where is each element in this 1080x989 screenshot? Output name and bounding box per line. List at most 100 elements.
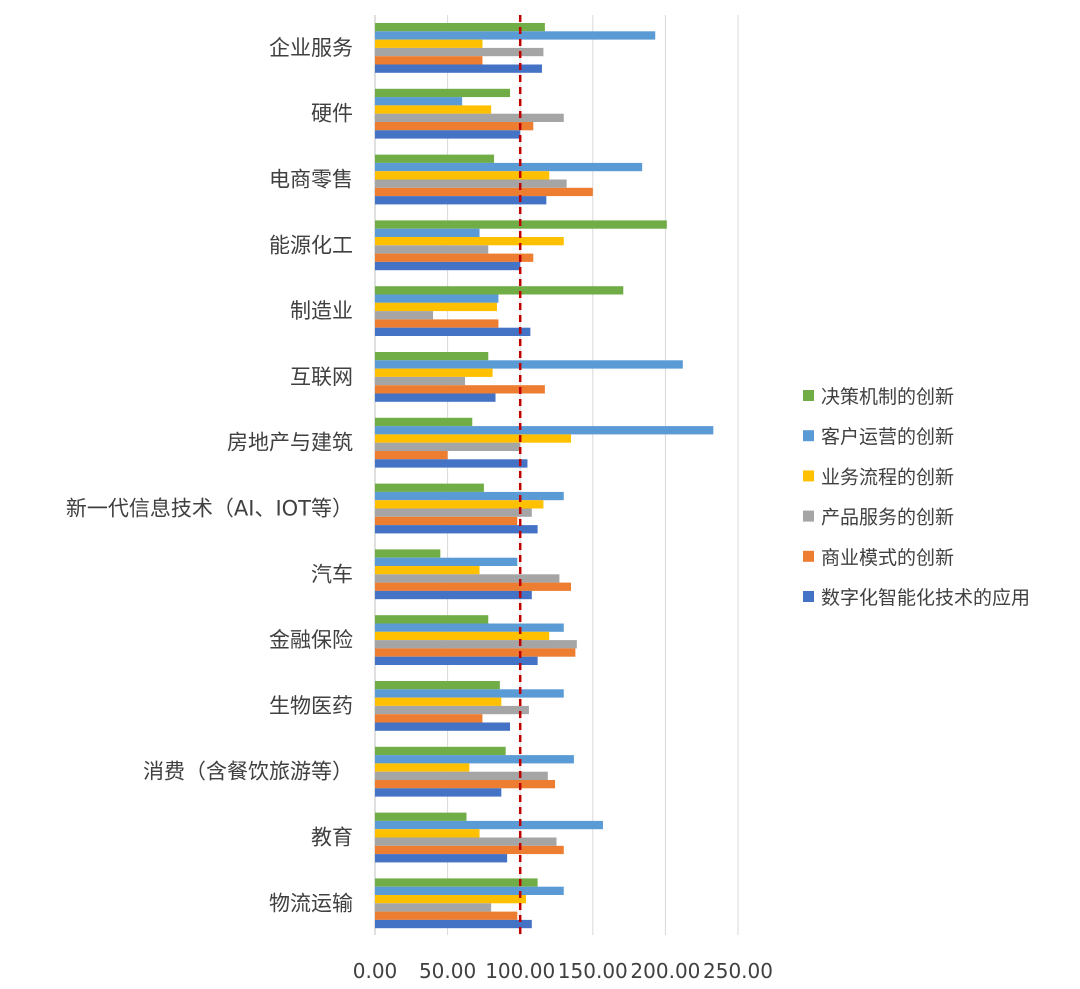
bar — [375, 631, 550, 641]
grid-lines — [374, 15, 739, 935]
x-tick-labels: 0.00 50.00 100.00 150.00 200.00 250.00 — [353, 959, 773, 983]
bar — [375, 130, 521, 139]
bar — [375, 549, 441, 558]
category-label: 房地产与建筑 — [227, 431, 353, 455]
bar — [375, 648, 576, 657]
bar — [375, 459, 528, 468]
bar — [375, 88, 511, 98]
bar — [375, 689, 564, 698]
bar — [375, 162, 643, 172]
bar — [375, 360, 683, 369]
category-label: 生物医药 — [269, 694, 353, 718]
x-tick-label: 100.00 — [485, 959, 555, 983]
legend-swatch — [803, 430, 814, 442]
bar — [375, 525, 538, 534]
bar — [375, 656, 538, 665]
category-label: 互联网 — [290, 365, 353, 389]
bar — [375, 788, 502, 797]
bar — [375, 763, 470, 772]
bar — [375, 122, 534, 131]
legend-entry: 产品服务的创新 — [821, 507, 954, 529]
x-tick-label: 0.00 — [353, 959, 398, 983]
bar — [375, 64, 542, 73]
x-tick-label: 50.00 — [419, 959, 476, 983]
bar — [375, 919, 532, 929]
bar — [375, 590, 532, 600]
bar — [375, 302, 497, 312]
bar — [375, 697, 502, 706]
bar — [375, 187, 593, 197]
bar — [375, 574, 560, 583]
bar — [375, 196, 547, 205]
bar — [375, 368, 493, 377]
bar — [375, 820, 603, 830]
bar — [375, 31, 656, 40]
bar — [375, 245, 489, 254]
bars — [375, 23, 714, 929]
category-label: 硬件 — [311, 102, 353, 126]
legend-entry: 商业模式的创新 — [821, 547, 954, 569]
bar — [375, 179, 567, 188]
bar — [375, 491, 564, 501]
legend-swatch — [803, 510, 814, 522]
bar — [375, 812, 467, 821]
bar — [375, 385, 545, 394]
category-label: 新一代信息技术（AI、IOT等） — [66, 497, 353, 521]
bar — [375, 895, 527, 904]
legend-entry: 数字化智能化技术的应用 — [821, 587, 1030, 609]
bar — [375, 483, 484, 492]
bar — [375, 878, 538, 887]
bar — [375, 376, 466, 386]
x-tick-label: 150.00 — [558, 959, 628, 983]
bar — [375, 393, 496, 402]
category-label: 教育 — [311, 826, 353, 850]
bar — [375, 352, 489, 361]
bar — [375, 681, 500, 690]
bar — [375, 780, 556, 789]
bar — [375, 845, 564, 855]
bar — [375, 722, 511, 731]
bar — [375, 286, 624, 295]
bar — [375, 755, 574, 764]
bar — [375, 557, 518, 566]
bar — [375, 829, 480, 838]
category-labels: 企业服务硬件电商零售能源化工制造业互联网房地产与建筑新一代信息技术（AI、IOT… — [66, 36, 353, 915]
bar — [375, 508, 532, 517]
category-label: 消费（含餐饮旅游等） — [143, 760, 353, 784]
bar — [375, 56, 483, 65]
legend-swatch — [803, 390, 814, 401]
bar — [375, 903, 492, 912]
bar — [375, 500, 544, 509]
bar — [375, 705, 529, 715]
legend-swatch — [803, 550, 814, 562]
bar — [375, 640, 577, 649]
bar — [375, 451, 448, 460]
bar — [375, 97, 463, 106]
bar — [375, 327, 531, 336]
legend: 决策机制的创新客户运营的创新业务流程的创新产品服务的创新商业模式的创新数字化智能… — [803, 386, 1030, 609]
bar — [375, 23, 545, 32]
bar — [375, 319, 499, 328]
bar — [375, 105, 492, 114]
legend-entry: 业务流程的创新 — [821, 466, 954, 488]
x-tick-label: 200.00 — [630, 959, 700, 983]
legend-entry: 决策机制的创新 — [821, 386, 954, 408]
bar — [375, 261, 521, 271]
bar — [375, 714, 483, 723]
legend-swatch — [803, 591, 814, 602]
bar — [375, 237, 564, 246]
category-label: 电商零售 — [269, 168, 353, 192]
bar — [375, 623, 564, 632]
category-label: 金融保险 — [269, 628, 353, 652]
legend-entry: 客户运营的创新 — [821, 426, 954, 448]
bar — [375, 294, 499, 303]
bar — [375, 47, 544, 57]
bar — [375, 582, 572, 591]
bar — [375, 253, 534, 262]
bar — [375, 854, 508, 863]
bar — [375, 154, 495, 163]
bar — [375, 837, 557, 846]
bar — [375, 886, 564, 895]
bar — [375, 615, 489, 624]
